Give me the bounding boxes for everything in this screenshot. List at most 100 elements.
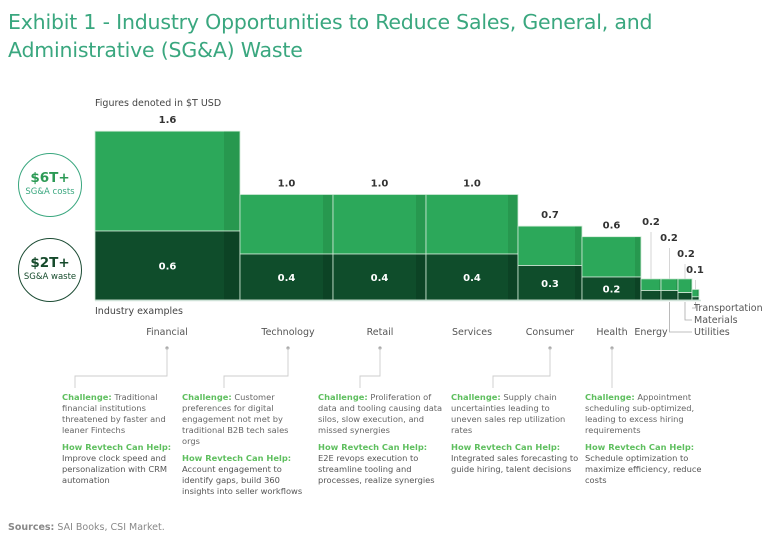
total-label-health: 0.6 bbox=[603, 221, 621, 232]
callout-health: Challenge: Appointment scheduling sub-op… bbox=[585, 392, 710, 486]
exhibit-title: Exhibit 1 - Industry Opportunities to Re… bbox=[8, 10, 653, 62]
waste-label-consumer: 0.3 bbox=[541, 279, 559, 290]
connector-line-financial bbox=[74, 348, 168, 388]
bar-costs-materials bbox=[677, 278, 693, 294]
bar-waste-shade-consumer bbox=[575, 266, 582, 300]
challenge-heading: Challenge: bbox=[62, 392, 112, 402]
waste-label-financial: 0.6 bbox=[159, 262, 177, 273]
connector-line-retail bbox=[359, 348, 381, 388]
sources-heading: Sources: bbox=[8, 522, 55, 533]
bar-waste-shade-materials bbox=[690, 293, 692, 300]
industry-label-energy: Energy bbox=[634, 327, 668, 338]
bar-costs-consumer bbox=[517, 225, 583, 266]
help-heading: How Revtech Can Help: bbox=[585, 442, 695, 452]
industry-label-health: Health bbox=[596, 327, 628, 338]
costs-label: SG&A costs bbox=[25, 187, 75, 197]
challenge-text: Customer preferences for digital engagem… bbox=[182, 392, 289, 446]
total-label-materials: 0.2 bbox=[677, 249, 695, 260]
industry-label-consumer: Consumer bbox=[525, 327, 575, 338]
callout-retail: Challenge: Proliferation of data and too… bbox=[318, 392, 443, 486]
bar-costs-shade-retail bbox=[416, 195, 426, 254]
leader-materials bbox=[684, 302, 692, 321]
bar-costs-services bbox=[425, 194, 519, 255]
help-text: Account engagement to identify gaps, bui… bbox=[182, 464, 303, 496]
sources-note: Sources: SAI Books, CSI Market. bbox=[8, 522, 165, 533]
total-label-retail: 1.0 bbox=[371, 179, 389, 190]
waste-label: SG&A waste bbox=[23, 272, 77, 282]
waste-label-retail: 0.4 bbox=[371, 273, 389, 284]
challenge-text: Supply chain uncertainties leading to un… bbox=[451, 392, 566, 435]
total-label-technology: 1.0 bbox=[278, 179, 296, 190]
callout-financial: Challenge: Traditional financial institu… bbox=[62, 392, 187, 486]
total-label-services: 1.0 bbox=[463, 179, 481, 190]
waste-total: $2T+ bbox=[30, 255, 70, 271]
industry-label-technology: Technology bbox=[261, 327, 315, 338]
help-heading: How Revtech Can Help: bbox=[451, 442, 561, 452]
help-text: Schedule optimization to maximize effici… bbox=[585, 453, 702, 485]
costs-total: $6T+ bbox=[30, 170, 70, 186]
challenge-heading: Challenge: bbox=[182, 392, 232, 402]
bar-waste-services bbox=[425, 253, 519, 301]
bar-waste-shade-retail bbox=[416, 254, 426, 300]
bar-costs-shade-financial bbox=[224, 131, 240, 231]
bar-waste-shade-financial bbox=[224, 231, 240, 300]
bar-waste-shade-health bbox=[635, 277, 641, 300]
industry-label-services: Services bbox=[451, 327, 493, 338]
help-text: Integrated sales forecasting to guide hi… bbox=[451, 453, 579, 474]
total-label-utilities: 0.2 bbox=[660, 233, 678, 244]
industry-label-utilities: Utilities bbox=[694, 327, 730, 338]
industry-label-retail: Retail bbox=[366, 327, 394, 338]
waste-label-health: 0.2 bbox=[603, 285, 621, 296]
waste-label-technology: 0.4 bbox=[278, 273, 296, 284]
industry-label-materials: Materials bbox=[694, 315, 738, 326]
bar-waste-shade-transportation bbox=[697, 297, 699, 300]
bar-costs-shade-consumer bbox=[575, 226, 582, 265]
bar-waste-consumer bbox=[517, 265, 583, 301]
x-axis-title: Industry examples bbox=[95, 306, 183, 317]
bar-costs-shade-energy bbox=[659, 279, 661, 291]
leader-transportation bbox=[692, 302, 696, 309]
bar-costs-shade-health bbox=[635, 237, 641, 277]
bar-waste-technology bbox=[239, 253, 334, 301]
legend-waste-circle: $2T+ SG&A waste bbox=[18, 238, 82, 302]
bar-waste-shade-services bbox=[508, 254, 518, 300]
bar-waste-shade-utilities bbox=[676, 291, 678, 300]
bar-waste-utilities bbox=[660, 290, 679, 301]
total-label-transportation: 0.1 bbox=[686, 265, 704, 276]
bar-waste-materials bbox=[677, 292, 693, 301]
bar-costs-health bbox=[581, 236, 642, 278]
total-label-consumer: 0.7 bbox=[541, 210, 559, 221]
help-text: E2E revops execution to streamline tooli… bbox=[318, 453, 435, 485]
bar-costs-shade-materials bbox=[690, 279, 692, 293]
sources-text: SAI Books, CSI Market. bbox=[57, 522, 165, 533]
figures-note: Figures denoted in $T USD bbox=[95, 98, 222, 109]
callout-technology: Challenge: Customer preferences for digi… bbox=[182, 392, 307, 497]
bar-waste-shade-energy bbox=[659, 291, 661, 300]
bar-waste-energy bbox=[640, 290, 662, 301]
leader-utilities bbox=[669, 302, 692, 333]
help-text: Improve clock speed and personalization … bbox=[62, 453, 168, 485]
bar-waste-shade-technology bbox=[323, 254, 333, 300]
bar-costs-financial bbox=[94, 130, 241, 232]
challenge-heading: Challenge: bbox=[451, 392, 501, 402]
industry-label-transportation: Transportation bbox=[694, 303, 763, 314]
help-heading: How Revtech Can Help: bbox=[182, 453, 292, 463]
bar-costs-technology bbox=[239, 194, 334, 255]
help-heading: How Revtech Can Help: bbox=[318, 442, 428, 452]
bar-costs-shade-technology bbox=[323, 195, 333, 254]
connector-line-technology bbox=[223, 348, 289, 388]
bar-costs-shade-transportation bbox=[697, 289, 699, 297]
bar-waste-retail bbox=[332, 253, 427, 301]
legend-costs-circle: $6T+ SG&A costs bbox=[18, 153, 82, 217]
bar-waste-financial bbox=[94, 230, 241, 301]
callout-consumer: Challenge: Supply chain uncertainties le… bbox=[451, 392, 579, 475]
bar-costs-shade-services bbox=[508, 195, 518, 254]
bar-costs-retail bbox=[332, 194, 427, 255]
connector-line-consumer bbox=[492, 348, 551, 388]
challenge-text: Appointment scheduling sub-optimized, le… bbox=[585, 392, 695, 435]
bar-costs-utilities bbox=[660, 278, 679, 291]
challenge-heading: Challenge: bbox=[318, 392, 368, 402]
total-label-energy: 0.2 bbox=[642, 217, 660, 228]
help-heading: How Revtech Can Help: bbox=[62, 442, 172, 452]
